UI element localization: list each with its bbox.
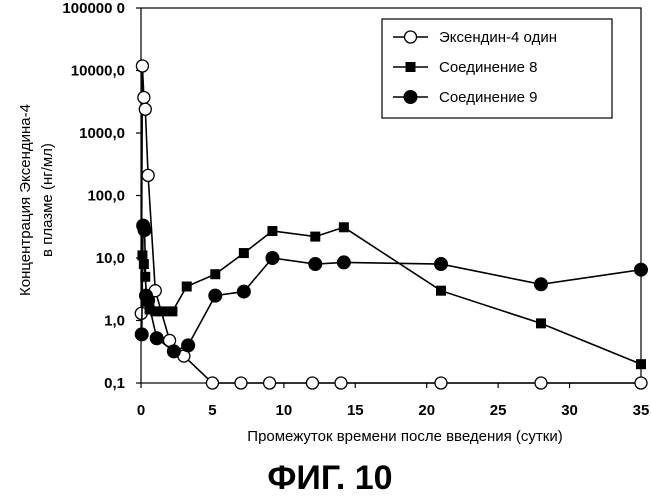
data-point-compound-9	[635, 263, 648, 276]
data-point-compound-8	[437, 286, 446, 295]
series-compound-9	[135, 219, 647, 358]
x-tick-label: 20	[418, 402, 435, 419]
data-point-compound-8	[139, 260, 148, 269]
data-point-compound-9	[138, 224, 151, 237]
legend-marker-exendin-4	[405, 31, 417, 43]
data-point-exendin-4	[206, 377, 218, 389]
x-tick-label: 5	[208, 402, 216, 419]
data-point-compound-8	[158, 307, 167, 316]
data-point-compound-9	[167, 345, 180, 358]
data-point-exendin-4	[264, 377, 276, 389]
data-point-exendin-4	[235, 377, 247, 389]
x-tick-label: 10	[276, 402, 293, 419]
y-tick-label: 10000,0	[71, 63, 125, 80]
data-point-exendin-4	[142, 169, 154, 181]
y-tick-label: 0,1	[104, 375, 125, 392]
data-point-exendin-4	[635, 377, 647, 389]
legend-label-compound-9: Соединение 9	[439, 89, 537, 106]
data-point-compound-9	[309, 258, 322, 271]
data-point-compound-8	[182, 282, 191, 291]
data-point-compound-8	[168, 307, 177, 316]
data-point-compound-8	[637, 360, 646, 369]
legend-marker-compound-9	[404, 91, 417, 104]
data-point-compound-9	[535, 278, 548, 291]
data-point-exendin-4	[306, 377, 318, 389]
y-axis-title-line-2: в плазме (нг/мл)	[39, 143, 56, 257]
data-point-compound-9	[142, 294, 155, 307]
legend-label-compound-8: Соединение 8	[439, 59, 537, 76]
x-tick-label: 0	[137, 402, 145, 419]
y-tick-label: 10,0	[96, 250, 125, 267]
data-point-compound-9	[337, 256, 350, 269]
data-point-compound-9	[182, 339, 195, 352]
x-tick-label: 35	[633, 402, 650, 419]
data-point-compound-8	[311, 232, 320, 241]
x-tick-label: 25	[490, 402, 507, 419]
data-point-compound-9	[435, 258, 448, 271]
figure-caption: ФИГ. 10	[267, 459, 392, 497]
data-point-compound-8	[537, 319, 546, 328]
data-point-exendin-4	[335, 377, 347, 389]
legend: Эксендин-4 один Соединение 8 Соединение 9	[382, 19, 612, 118]
y-axis: 100000 0 10000,0 1000,0 100,0 10,0 1,0 0,1	[62, 0, 141, 392]
data-point-compound-9	[150, 332, 163, 345]
legend-marker-compound-8	[406, 63, 415, 72]
y-tick-label: 1000,0	[79, 125, 125, 142]
data-point-compound-8	[268, 227, 277, 236]
data-point-compound-9	[209, 289, 222, 302]
data-point-compound-8	[339, 223, 348, 232]
data-point-compound-9	[266, 252, 279, 265]
y-tick-label: 1,0	[104, 313, 125, 330]
legend-label-exendin-4: Эксендин-4 один	[439, 29, 557, 46]
data-point-compound-9	[135, 328, 148, 341]
y-axis-title-line-1: Концентрация Эксендина-4	[17, 104, 34, 296]
y-tick-label: 100,0	[87, 188, 125, 205]
x-axis-title: Промежуток времени после введения (сутки…	[247, 428, 562, 445]
data-point-compound-8	[239, 249, 248, 258]
series-line-compound-9	[142, 226, 641, 352]
y-tick-label: 100000 0	[62, 0, 125, 17]
data-point-exendin-4	[435, 377, 447, 389]
data-point-exendin-4	[136, 60, 148, 72]
data-point-compound-9	[237, 285, 250, 298]
data-point-exendin-4	[535, 377, 547, 389]
x-tick-label: 30	[561, 402, 578, 419]
data-point-compound-8	[211, 270, 220, 279]
data-point-exendin-4	[139, 103, 151, 115]
data-point-exendin-4	[138, 91, 150, 103]
x-tick-label: 15	[347, 402, 364, 419]
